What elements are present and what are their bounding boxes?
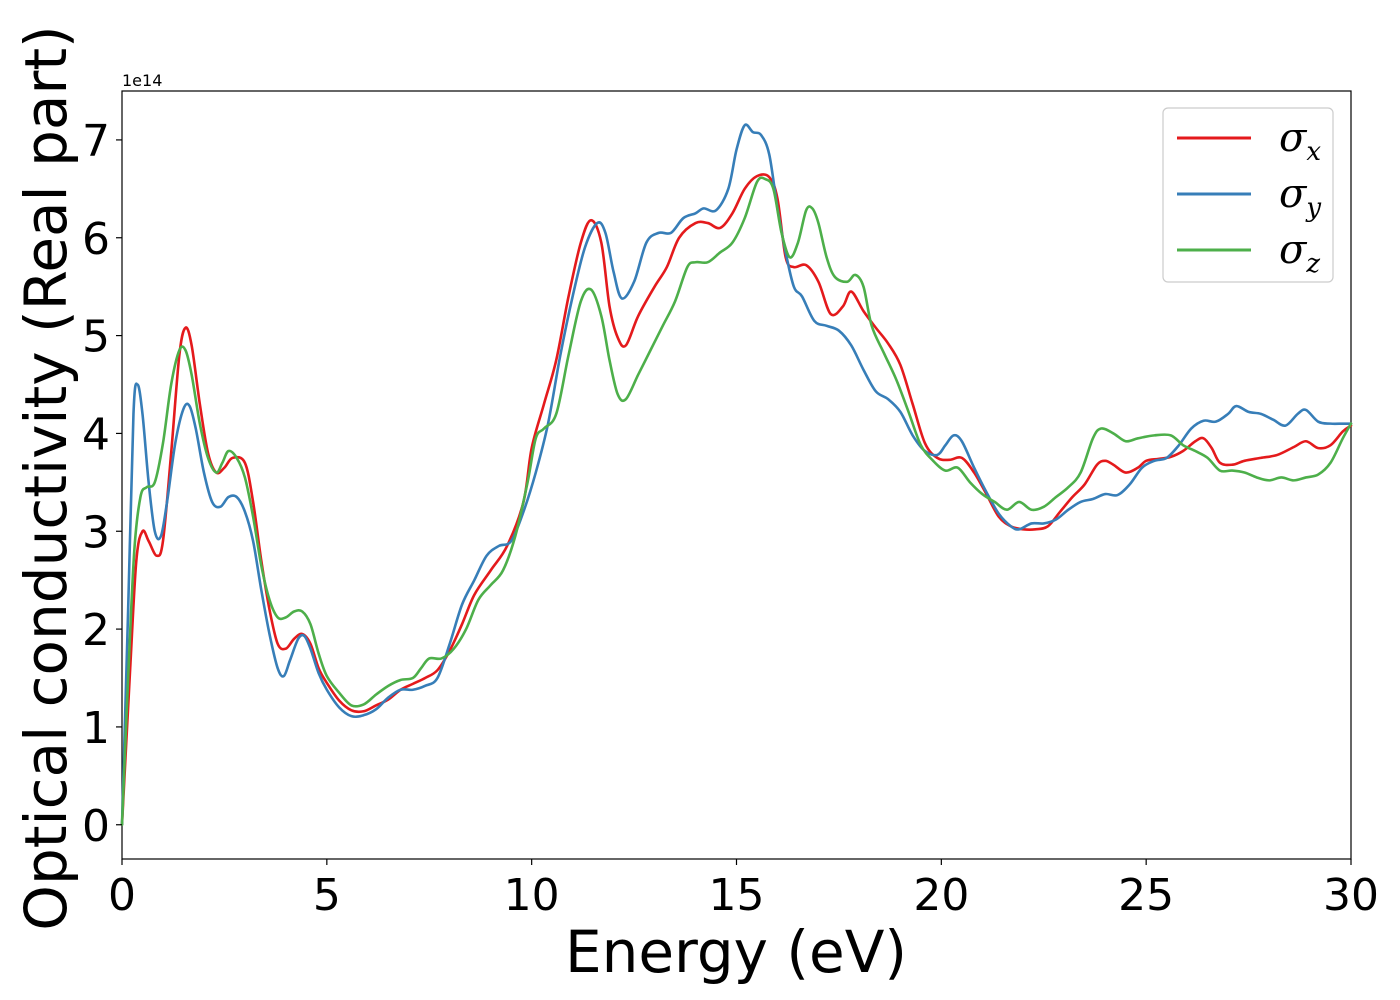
y-tick-label: 4 bbox=[82, 409, 110, 460]
y-tick-label: 2 bbox=[82, 605, 110, 656]
y-tick-label: 7 bbox=[82, 116, 110, 167]
x-tick-label: 5 bbox=[313, 870, 341, 921]
y-tick-label: 0 bbox=[82, 801, 110, 852]
x-tick-label: 30 bbox=[1323, 870, 1379, 921]
series-layer bbox=[120, 123, 1353, 827]
y-axis-offset-label: 1e14 bbox=[122, 71, 162, 90]
legend-label-sigma-x: σx bbox=[1279, 115, 1321, 167]
y-tick-label: 5 bbox=[82, 312, 110, 363]
series-line-sigma-z bbox=[120, 176, 1353, 827]
y-axis-label: Optical conductivity (Real part) bbox=[12, 25, 80, 930]
y-tick-label: 1 bbox=[82, 703, 110, 754]
x-tick-label: 25 bbox=[1118, 870, 1174, 921]
legend-label-sigma-y: σy bbox=[1279, 171, 1321, 223]
x-tick-label: 15 bbox=[709, 870, 765, 921]
x-axis: 0 5 10 15 20 25 30 bbox=[108, 859, 1379, 921]
y-axis: 0 1 2 3 4 5 6 7 bbox=[82, 116, 122, 852]
x-tick-label: 10 bbox=[504, 870, 560, 921]
x-axis-label: Energy (eV) bbox=[565, 918, 907, 986]
series-line-sigma-y bbox=[120, 123, 1353, 827]
plot-area: 0 5 10 15 20 25 30 0 1 2 3 4 5 6 7 bbox=[82, 90, 1379, 921]
y-tick-label: 6 bbox=[82, 214, 110, 265]
x-tick-label: 20 bbox=[913, 870, 969, 921]
x-tick-label: 0 bbox=[108, 870, 136, 921]
y-tick-label: 3 bbox=[82, 507, 110, 558]
